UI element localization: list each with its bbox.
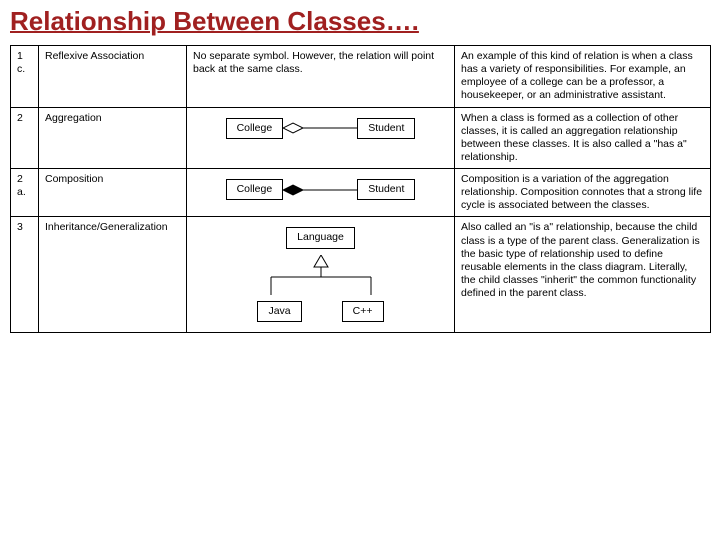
row-symbol: Language Java C++ (187, 217, 455, 332)
row-symbol: College Student (187, 169, 455, 217)
row-desc: Composition is a variation of the aggreg… (455, 169, 711, 217)
table-row: 3 Inheritance/Generalization Language Ja… (11, 217, 711, 332)
row-desc: Also called an "is a" relationship, beca… (455, 217, 711, 332)
class-box-right: Student (357, 179, 415, 200)
row-name: Composition (39, 169, 187, 217)
class-box-left: College (226, 118, 284, 139)
aggregation-diagram: College Student (193, 112, 448, 145)
table-row: 1 c. Reflexive Association No separate s… (11, 46, 711, 108)
class-box-right: Student (357, 118, 415, 139)
inheritance-diagram: Language Java C++ (193, 221, 448, 327)
table-row: 2 Aggregation College Student When a cla… (11, 107, 711, 169)
class-box-left: College (226, 179, 284, 200)
row-number: 3 (11, 217, 39, 332)
row-name: Inheritance/Generalization (39, 217, 187, 332)
composition-diagram: College Student (193, 173, 448, 206)
inheritance-connector (241, 255, 401, 295)
row-desc: When a class is formed as a collection o… (455, 107, 711, 169)
row-desc: An example of this kind of relation is w… (455, 46, 711, 108)
row-number: 2 a. (11, 169, 39, 217)
relationship-table: 1 c. Reflexive Association No separate s… (10, 45, 711, 333)
row-symbol: No separate symbol. However, the relatio… (187, 46, 455, 108)
class-box-parent: Language (286, 227, 355, 248)
table-row: 2 a. Composition College Student Composi… (11, 169, 711, 217)
class-box-child-left: Java (257, 301, 301, 322)
page-title: Relationship Between Classes…. (0, 0, 720, 45)
aggregation-connector (283, 120, 357, 136)
row-number: 1 c. (11, 46, 39, 108)
row-number: 2 (11, 107, 39, 169)
row-name: Reflexive Association (39, 46, 187, 108)
class-box-child-right: C++ (342, 301, 384, 322)
row-symbol: College Student (187, 107, 455, 169)
row-name: Aggregation (39, 107, 187, 169)
composition-connector (283, 182, 357, 198)
